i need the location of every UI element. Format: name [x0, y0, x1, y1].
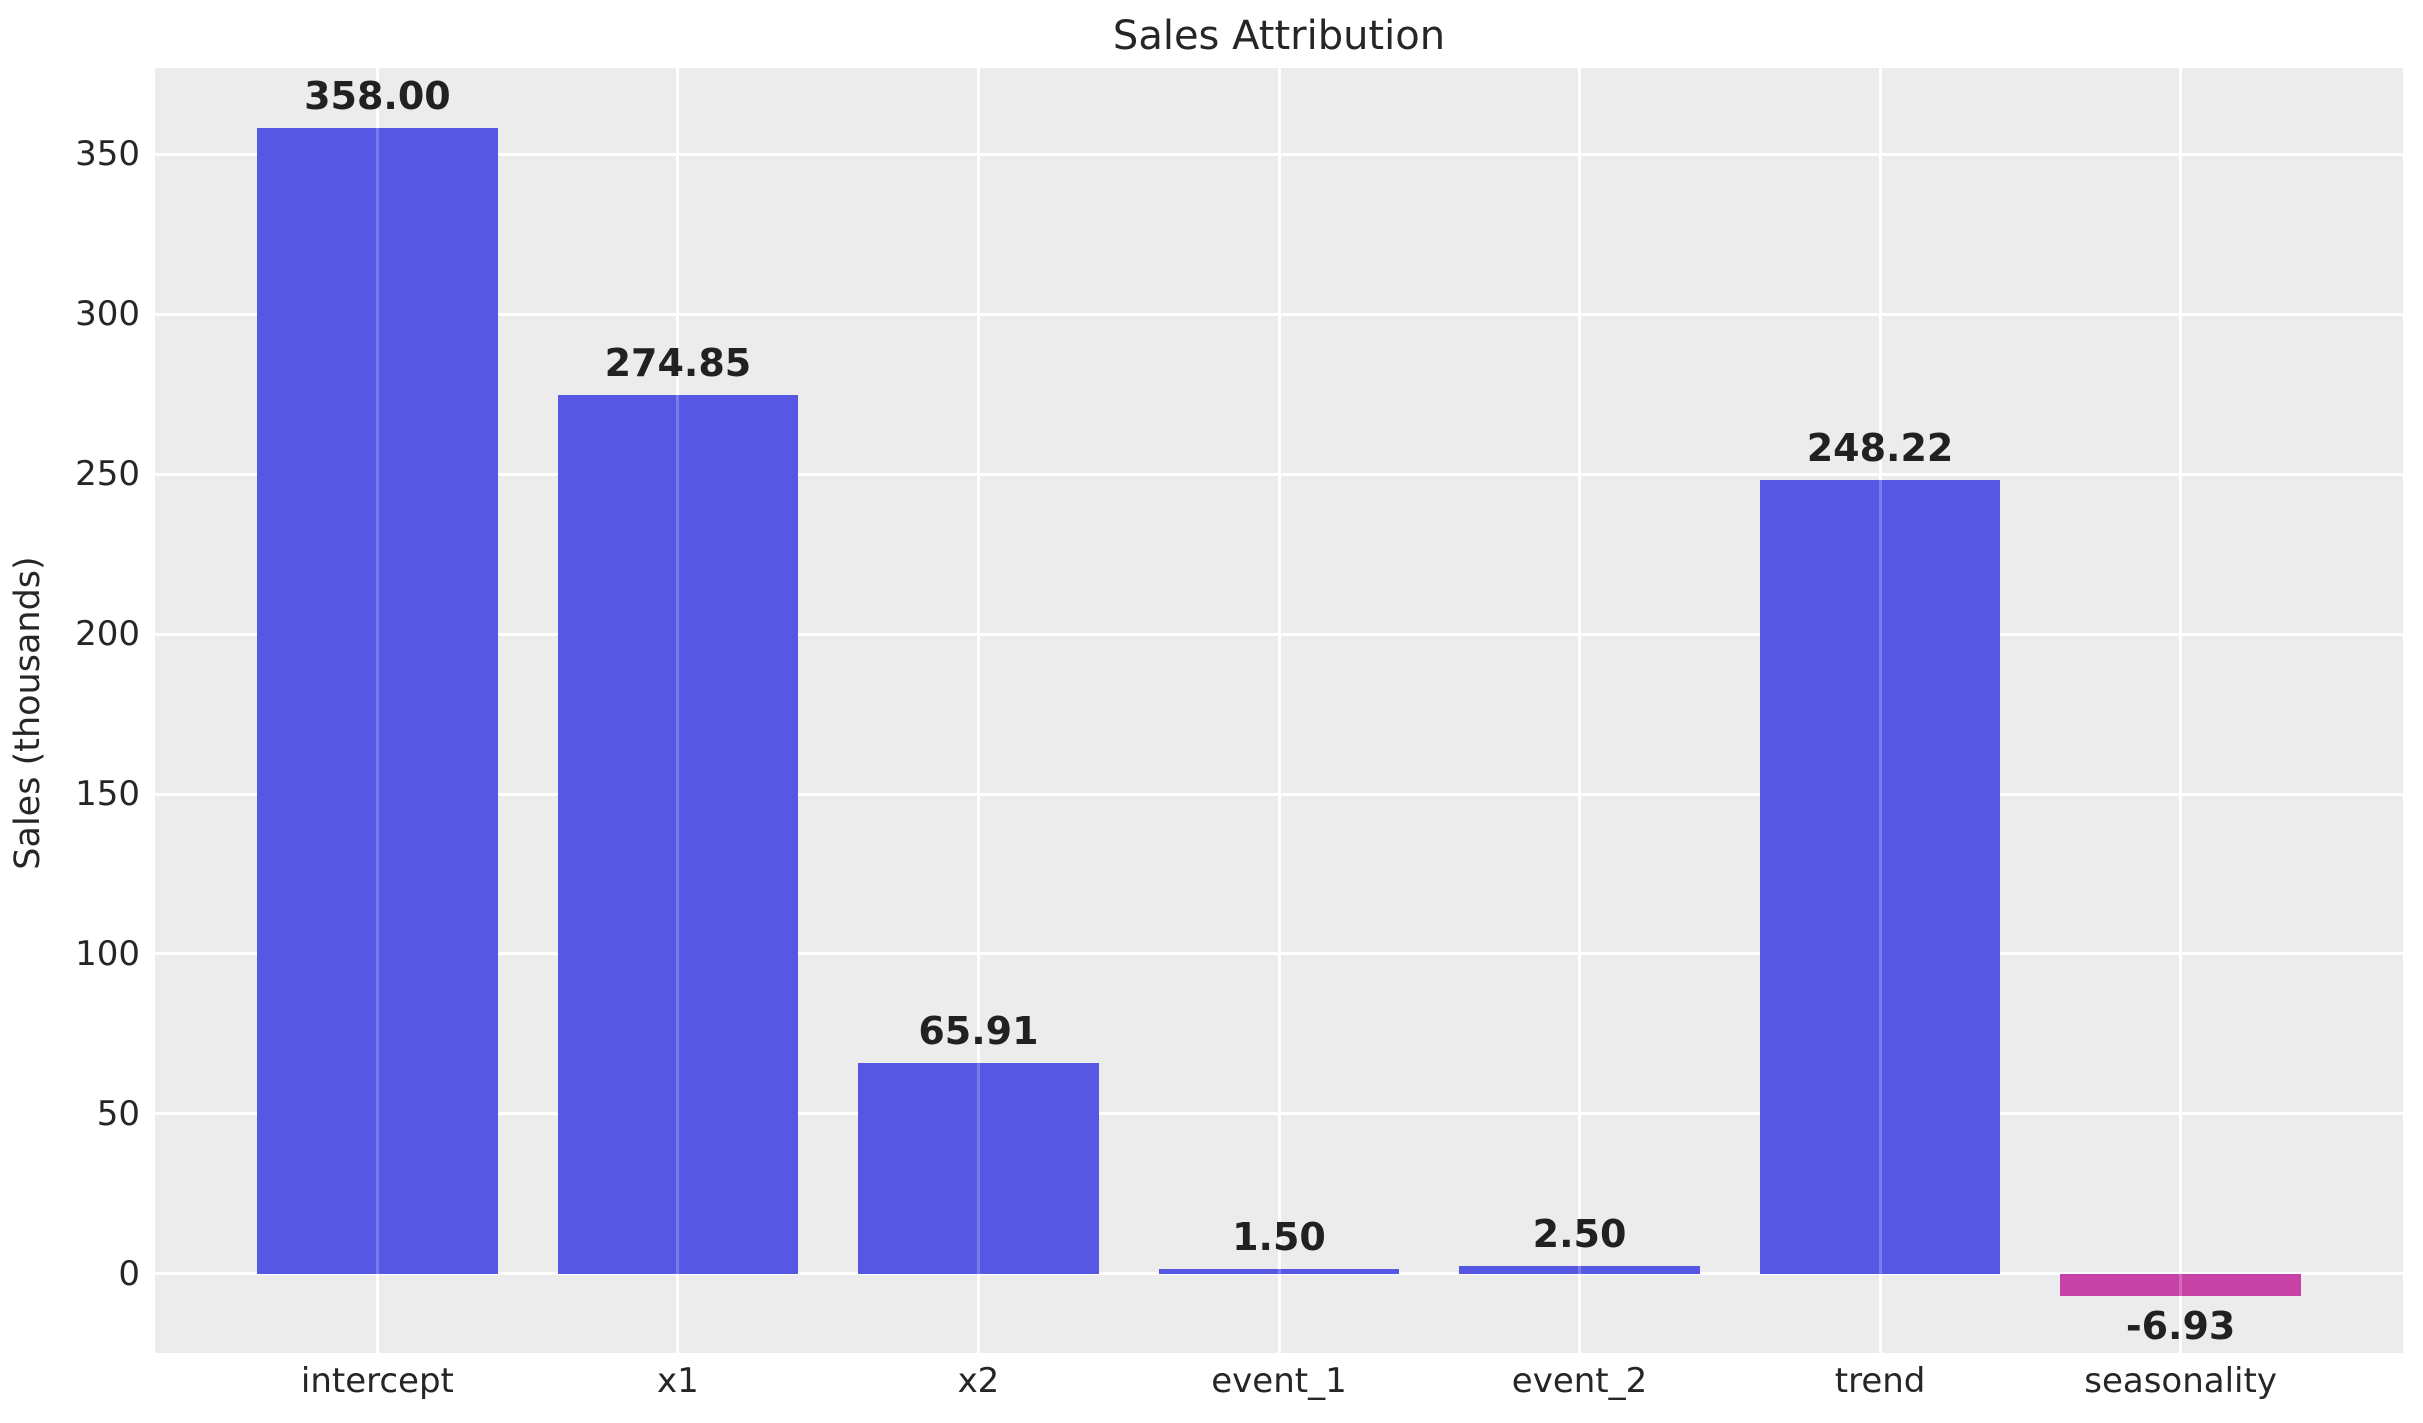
bar-trend — [1759, 479, 2001, 1274]
x-tick-label-x1: x1 — [657, 1361, 699, 1401]
bar-value-label-event_1: 1.50 — [1232, 1215, 1326, 1260]
v-gridline-overlay-intercept — [375, 68, 379, 1353]
y-axis-label: Sales (thousands) — [8, 556, 48, 870]
bar-intercept — [257, 128, 498, 1274]
y-tick-label-350: 350 — [75, 134, 140, 175]
y-tick-label-300: 300 — [75, 294, 140, 335]
x-tick-label-event_2: event_2 — [1511, 1361, 1648, 1401]
y-tick-label-200: 200 — [75, 614, 140, 655]
v-gridline-seasonality — [2179, 68, 2183, 1353]
bar-seasonality — [2060, 1273, 2301, 1297]
bar-event_2 — [1459, 1265, 1700, 1274]
bar-value-label-seasonality: -6.93 — [2125, 1304, 2236, 1349]
y-tick-label-250: 250 — [75, 454, 140, 495]
bar-event_1 — [1158, 1269, 1400, 1274]
bar-value-label-intercept: 358.00 — [304, 74, 451, 119]
bar-x1 — [557, 394, 799, 1274]
x-tick-label-event_1: event_1 — [1211, 1361, 1347, 1401]
v-gridline-event_2 — [1578, 68, 1582, 1353]
v-gridline-overlay-event_2 — [1578, 68, 1582, 1353]
y-tick-label-50: 50 — [96, 1093, 140, 1134]
x-tick-label-seasonality: seasonality — [2084, 1361, 2277, 1401]
v-gridline-overlay-x2 — [976, 68, 980, 1353]
x-tick-label-intercept: intercept — [300, 1361, 454, 1401]
v-gridline-overlay-seasonality — [2179, 68, 2183, 1353]
y-tick-label-150: 150 — [75, 774, 140, 814]
v-gridline-overlay-event_1 — [1277, 68, 1281, 1353]
bar-value-label-event_2: 2.50 — [1532, 1211, 1627, 1256]
bar-value-label-trend: 248.22 — [1806, 425, 1954, 470]
y-tick-label-100: 100 — [75, 933, 140, 974]
bar-value-label-x1: 274.85 — [604, 340, 752, 385]
chart-title: Sales Attribution — [1112, 13, 1446, 59]
v-gridline-event_1 — [1277, 68, 1281, 1353]
v-gridline-x2 — [976, 68, 980, 1353]
x-tick-label-trend: trend — [1834, 1361, 1926, 1401]
plot-area: 358.00 274.85 65.91 1.50 2.50 248.22 -6.93 — [155, 68, 2403, 1353]
y-tick-label-0: 0 — [118, 1253, 140, 1294]
bar-x2 — [858, 1063, 1099, 1274]
x-tick-label-x2: x2 — [957, 1361, 1000, 1401]
v-gridline-overlay-x1 — [676, 68, 680, 1353]
bar-value-label-x2: 65.91 — [918, 1009, 1039, 1054]
v-gridline-overlay-trend — [1878, 68, 1882, 1353]
